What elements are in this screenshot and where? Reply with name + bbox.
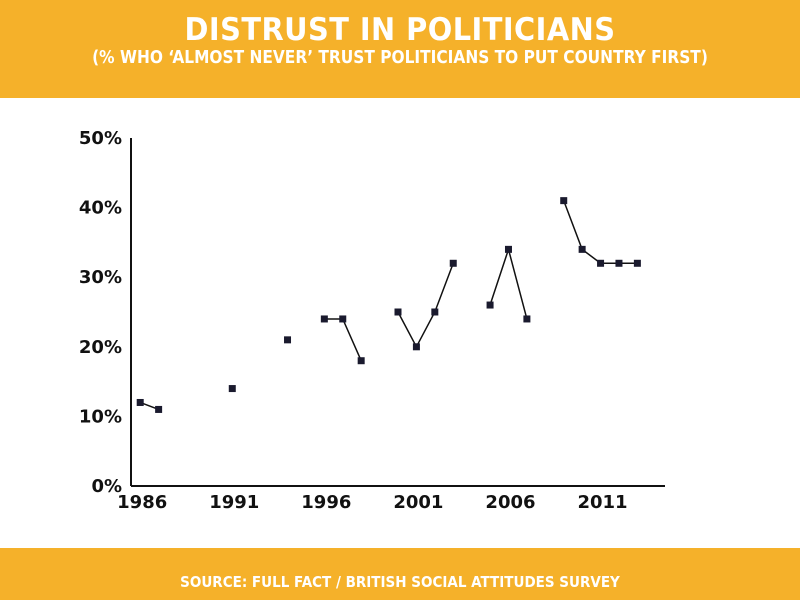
data-point (357, 357, 365, 365)
chart-title: DISTRUST IN POLITICIANS (184, 12, 616, 48)
y-tick-label: 40% (79, 198, 122, 219)
series-line-segment (324, 318, 362, 362)
x-tick-label: 1996 (301, 492, 351, 513)
data-point (633, 259, 641, 267)
header-band: DISTRUST IN POLITICIANS (% WHO ‘ALMOST N… (0, 0, 800, 98)
data-point (228, 385, 236, 393)
data-point (560, 197, 568, 205)
x-axis-labels: 1986 1991 1996 2001 2006 2011 (117, 492, 627, 513)
data-point (320, 315, 328, 323)
data-point (412, 343, 420, 351)
y-axis-labels: 0% 10% 20% 30% 40% 50% (79, 128, 122, 497)
x-tick-label: 2011 (577, 492, 627, 513)
series-line-segment (489, 246, 528, 320)
line-chart: 0% 10% 20% 30% 40% 50% 1986 1991 1996 2001 2006 20… (79, 128, 665, 513)
footer-band: SOURCE: FULL FACT / BRITISH SOCIAL ATTIT… (0, 548, 800, 600)
series-line-segment (397, 263, 454, 349)
y-tick-label: 30% (79, 267, 122, 288)
data-point (394, 308, 402, 316)
chart-subtitle: (% WHO ‘ALMOST NEVER’ TRUST POLITICIANS … (92, 48, 708, 68)
data-point (155, 405, 163, 413)
data-point (136, 398, 144, 406)
data-point (339, 315, 347, 323)
y-tick-label: 0% (91, 476, 122, 497)
y-tick-label: 10% (79, 406, 122, 427)
x-tick-label: 1986 (117, 492, 167, 513)
y-tick-label: 50% (79, 128, 122, 149)
y-tick-label: 20% (79, 337, 122, 358)
data-point (431, 308, 439, 316)
data-point (486, 301, 494, 309)
data-point (284, 336, 292, 344)
series-points (136, 197, 641, 413)
data-point (578, 245, 586, 253)
data-point (523, 315, 531, 323)
data-point (615, 259, 623, 267)
x-tick-label: 1991 (209, 492, 259, 513)
source-note: SOURCE: FULL FACT / BRITISH SOCIAL ATTIT… (180, 573, 620, 591)
data-point (449, 259, 457, 267)
axes (130, 138, 665, 487)
series-line-segment (563, 200, 638, 265)
data-point (504, 245, 512, 253)
data-point (597, 259, 605, 267)
x-tick-label: 2001 (393, 492, 443, 513)
x-tick-label: 2006 (485, 492, 535, 513)
series-lines (139, 200, 638, 411)
